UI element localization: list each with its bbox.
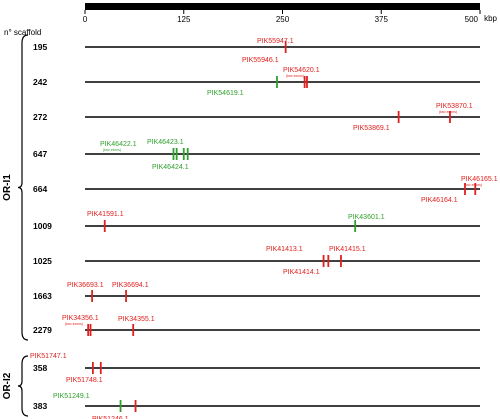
scaffold-row: 2279 PIK34356.1(two exons) PIK34355.1 <box>33 315 480 336</box>
scaffold-id: 272 <box>33 112 47 122</box>
axis-unit-label: kbp <box>484 14 497 23</box>
scaffold-row: 664 PIK46165.1(two exons) PIK46164.1 <box>33 176 498 204</box>
gene-label: PIK46423.1 <box>147 139 184 146</box>
scaffold-row: 383 PIK51249.1 PIK51246.1 <box>33 393 480 419</box>
scaffold-id: 1009 <box>33 221 52 231</box>
gene-label: PIK51246.1 <box>92 416 129 419</box>
gene-label: PIK55947.1 <box>257 38 294 45</box>
scaffold-id: 647 <box>33 149 47 159</box>
gene-label: PIK53870.1 <box>436 103 473 110</box>
gene-note: (two exons) <box>103 148 121 152</box>
scale-tick-label: 125 <box>177 15 191 24</box>
scaffold-id: 2279 <box>33 325 52 335</box>
scale-bar-fill <box>85 3 480 10</box>
scale-tick-label: 250 <box>276 15 290 24</box>
gene-label: PIK51747.1 <box>30 353 67 360</box>
group-brackets: OR-I1 OR-I2 <box>2 34 29 417</box>
scaffold-id: 195 <box>33 42 47 52</box>
gene-label: PIK41414.1 <box>283 269 320 276</box>
gene-label: PIK46422.1 <box>100 141 137 148</box>
scale-bar: 0 125 250 375 500 kbp <box>83 3 498 24</box>
group-label: OR-I2 <box>2 372 13 399</box>
group-bracket <box>17 355 29 417</box>
scaffold-row: 242 PIK54620.1(two exons) PIK54619.1 <box>33 67 480 97</box>
gene-label: PIK46424.1 <box>152 164 189 171</box>
gene-label: PIK36694.1 <box>112 282 149 289</box>
gene-note: (two exons) <box>286 74 304 78</box>
scaffold-row: 272 PIK53870.1(two exons) PIK53869.1 <box>33 103 480 132</box>
scaffold-row: 647 PIK46422.1(two exons) PIK46423.1 PIK464… <box>33 139 480 171</box>
scaffold-row: 1025 PIK41413.1 PIK41414.1 PIK41415.1 <box>33 246 480 276</box>
gene-label: PIK53869.1 <box>353 125 390 132</box>
gene-label: PIK55946.1 <box>242 57 279 64</box>
gene-label: PIK46164.1 <box>421 197 458 204</box>
scaffold-row: 195 PIK55947.1 PIK55946.1 <box>33 38 480 64</box>
gene-label: PIK43601.1 <box>348 214 385 221</box>
scaffold-id: 1025 <box>33 256 52 266</box>
scaffold-row: 1009 PIK41591.1 PIK43601.1 <box>33 211 480 232</box>
scale-tick-label: 500 <box>465 15 479 24</box>
gene-label: PIK41415.1 <box>329 246 366 253</box>
gene-label: PIK54620.1 <box>283 67 320 74</box>
gene-note: (two exons) <box>464 183 482 187</box>
scaffold-id: 358 <box>33 363 47 373</box>
gene-label: PIK41413.1 <box>266 246 303 253</box>
group-label: OR-I1 <box>2 174 13 201</box>
gene-label: PIK46165.1 <box>461 176 498 183</box>
gene-note: (two exons) <box>439 110 457 114</box>
scale-ticks: 0 125 250 375 500 <box>83 10 481 24</box>
scaffold-id: 242 <box>33 77 47 87</box>
gene-label: PIK54619.1 <box>207 90 244 97</box>
gene-label: PIK36693.1 <box>67 282 104 289</box>
scaffold-rows: 195PIK55947.1PIK55946.1242PIK54620.1(two… <box>30 38 498 419</box>
gene-label: PIK34355.1 <box>118 316 155 323</box>
gene-label: PIK51249.1 <box>53 393 90 400</box>
scaffold-id: 1663 <box>33 291 52 301</box>
gene-label: PIK34356.1 <box>62 315 99 322</box>
scaffold-row: 1663 PIK36693.1 PIK36694.1 <box>33 282 480 302</box>
scaffold-column-header: n° scaffold <box>4 28 41 37</box>
scale-tick-label: 375 <box>375 15 389 24</box>
gene-label: PIK51748.1 <box>66 377 103 384</box>
scale-tick-label: 0 <box>83 15 88 24</box>
scaffold-id: 664 <box>33 184 47 194</box>
scaffold-id: 383 <box>33 401 47 411</box>
group-bracket <box>17 34 29 341</box>
gene-label: PIK41591.1 <box>87 211 124 218</box>
scaffold-row: 358 PIK51747.1 PIK51748.1 <box>30 353 480 384</box>
gene-note: (two exons) <box>65 322 83 326</box>
